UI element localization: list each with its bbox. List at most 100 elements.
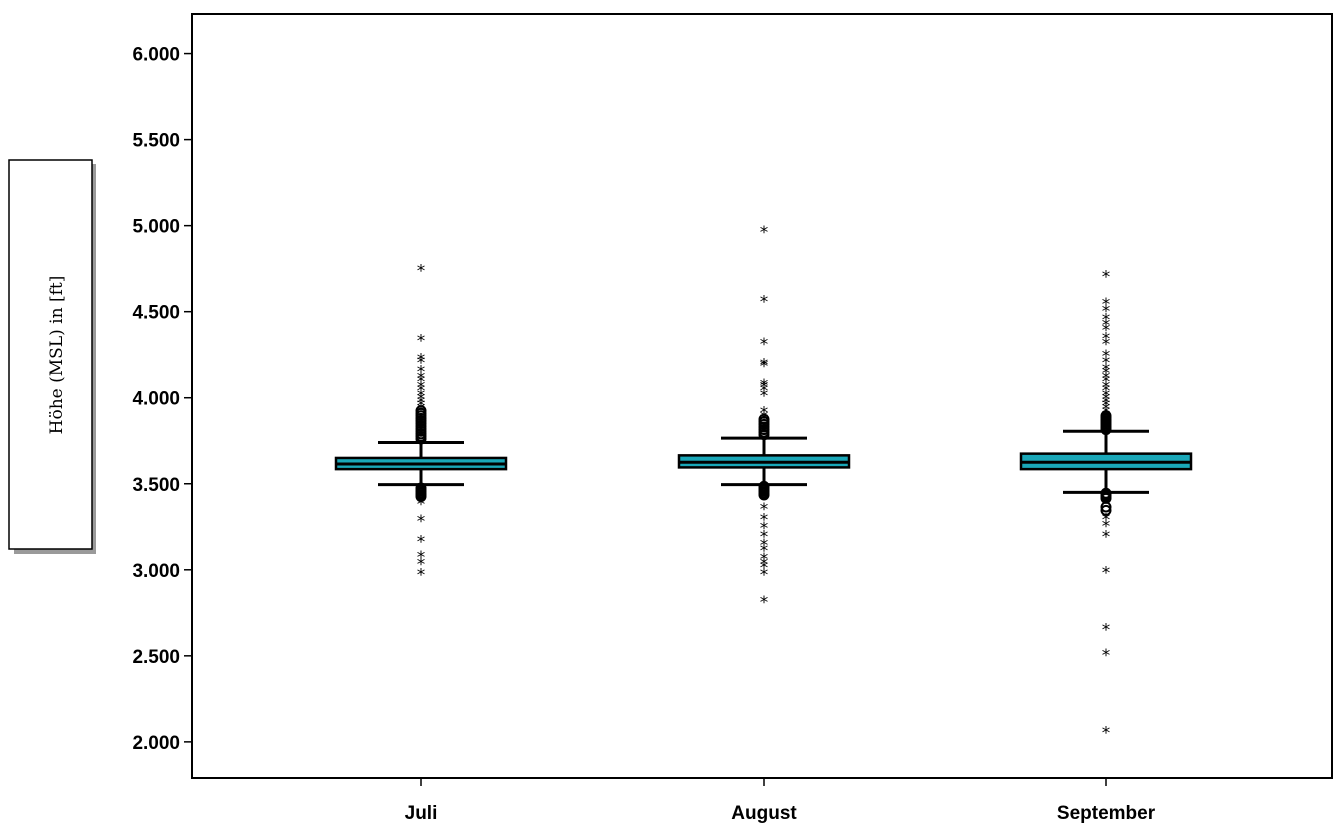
extreme-outlier-star: * [417,400,426,420]
extreme-outlier-star: * [1102,646,1111,666]
extreme-outlier-star: * [1102,724,1111,744]
extreme-outlier-star: * [760,404,769,424]
extreme-outlier-star: * [760,378,769,398]
extreme-outlier-star: * [417,362,426,382]
y-tick-label: 2.500 [132,647,180,668]
extreme-outlier-star: * [1102,620,1111,640]
box-september: ****************************** [1019,268,1193,744]
extreme-outlier-star: * [1102,321,1111,341]
extreme-outlier-star: * [1102,361,1111,381]
x-tick-label: Juli [405,803,438,824]
extreme-outlier-star: * [417,565,426,585]
extreme-outlier-star: * [417,262,426,282]
extreme-outlier-star: * [417,381,426,401]
extreme-outlier-star: * [1102,354,1111,374]
extreme-outlier-star: * [417,555,426,575]
extreme-outlier-star: * [417,386,426,406]
extreme-outlier-star: * [417,548,426,568]
extreme-outlier-star: * [760,528,769,548]
y-axis-title: Höhe (MSL) in [ft] [47,276,67,435]
extreme-outlier-star: * [1102,347,1111,367]
y-tick-label: 3.500 [132,475,180,496]
extreme-outlier-star: * [760,335,769,355]
extreme-outlier-star: * [760,381,769,401]
extreme-outlier-star: * [1102,378,1111,398]
extreme-outlier-star: * [760,519,769,539]
extreme-outlier-star: * [760,510,769,530]
extreme-outlier-star: * [1102,381,1111,401]
extreme-outlier-star: * [1102,335,1111,355]
extreme-outlier-star: * [1102,330,1111,350]
extreme-outlier-star: * [760,293,769,313]
extreme-outlier-star: * [1102,517,1111,537]
extreme-outlier-star: * [1102,393,1111,413]
x-tick-label: August [731,803,797,824]
outlier-circle [1100,504,1112,516]
y-axis-label-box: Höhe (MSL) in [ft] [8,159,96,554]
outlier-circle [758,480,770,492]
extreme-outlier-star: * [1102,316,1111,336]
extreme-outlier-star: * [760,223,769,243]
extreme-outlier-star: * [760,558,769,578]
x-axis: Juli August September [405,778,1156,824]
extreme-outlier-star: * [1102,404,1111,424]
extreme-outlier-star: * [760,355,769,375]
y-tick-label: 5.500 [132,131,180,152]
outlier-circle [1100,410,1112,422]
box-series: ****************************************… [334,223,1193,744]
extreme-outlier-star: * [417,378,426,398]
plot-frame [191,13,1333,779]
extreme-outlier-star: * [417,397,426,417]
extreme-outlier-star: * [760,555,769,575]
y-axis: 2.000 2.500 3.000 3.500 4.000 4.500 5.000 5.500… [132,45,192,754]
extreme-outlier-star: * [1102,400,1111,420]
y-tick-label: 2.000 [132,733,180,754]
extreme-outlier-star: * [760,536,769,556]
extreme-outlier-star: * [760,411,769,431]
extreme-outlier-star: * [760,565,769,585]
extreme-outlier-star: * [760,376,769,396]
y-axis-label-frame [8,159,93,550]
extreme-outlier-star: * [1102,564,1111,584]
extreme-outlier-star: * [417,533,426,553]
extreme-outlier-star: * [417,369,426,389]
extreme-outlier-star: * [417,390,426,410]
extreme-outlier-star: * [760,386,769,406]
extreme-outlier-star: * [1102,311,1111,331]
extreme-outlier-star: * [417,393,426,413]
extreme-outlier-star: * [760,500,769,520]
y-tick-label: 4.500 [132,303,180,324]
extreme-outlier-star: * [1102,373,1111,393]
extreme-outlier-star: * [1102,528,1111,548]
extreme-outlier-star: * [417,354,426,374]
x-tick-label: September [1057,803,1156,824]
extreme-outlier-star: * [760,408,769,428]
extreme-outlier-star: * [1102,268,1111,288]
extreme-outlier-star: * [760,357,769,377]
extreme-outlier-star: * [1102,407,1111,427]
y-tick-label: 4.000 [132,389,180,410]
y-tick-label: 6.000 [132,45,180,66]
y-tick-label: 5.000 [132,217,180,238]
extreme-outlier-star: * [1102,302,1111,322]
extreme-outlier-star: * [1102,295,1111,315]
extreme-outlier-star: * [417,373,426,393]
box-juli: ******************** [334,262,508,585]
outlier-circle [1100,487,1112,499]
extreme-outlier-star: * [1102,510,1111,530]
extreme-outlier-star: * [417,512,426,532]
outlier-circle [415,482,427,494]
box-august: *********************** [677,223,851,613]
extreme-outlier-star: * [1102,386,1111,406]
extreme-outlier-star: * [417,350,426,370]
extreme-outlier-star: * [1102,397,1111,417]
extreme-outlier-star: * [1102,364,1111,384]
outlier-circle [758,413,770,425]
extreme-outlier-star: * [760,541,769,561]
extreme-outlier-star: * [760,550,769,570]
extreme-outlier-star: * [417,331,426,351]
extreme-outlier-star: * [1102,369,1111,389]
extreme-outlier-star: * [760,593,769,613]
extreme-outlier-star: * [417,495,426,515]
